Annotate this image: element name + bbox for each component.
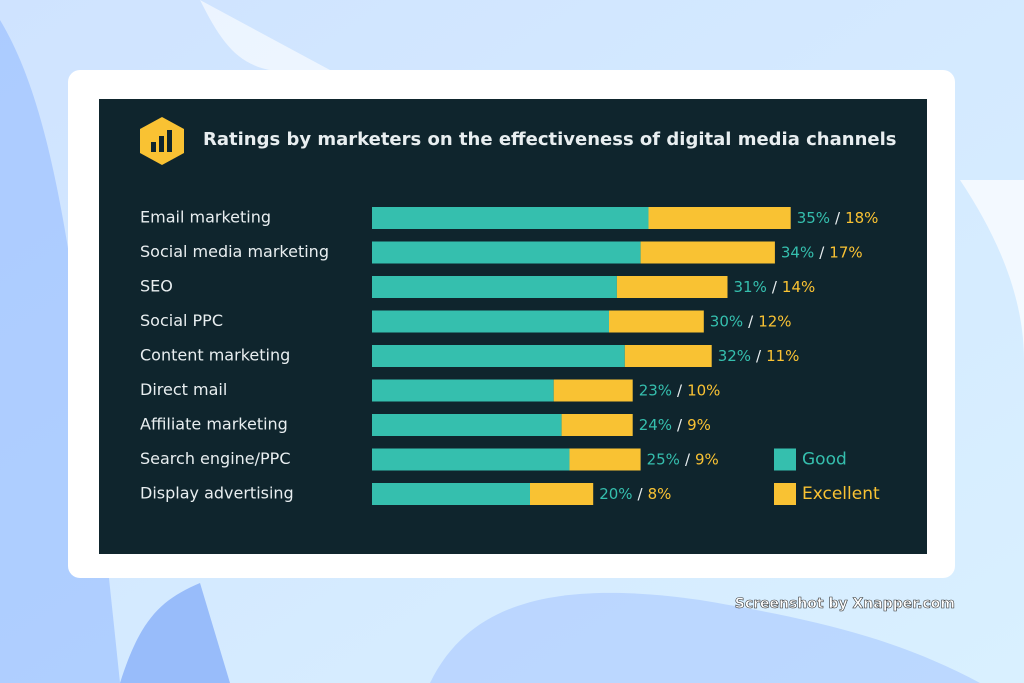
separator: / (819, 243, 825, 261)
value-label: 34% /17% (781, 243, 863, 261)
value-label: 14% (782, 278, 815, 296)
separator: / (772, 278, 778, 296)
category-label: Search engine/PPC (140, 449, 290, 468)
value-label: 9% (695, 450, 719, 468)
bar-segment (530, 483, 594, 505)
legend-label: Good (802, 450, 847, 470)
bar-segment (616, 276, 728, 298)
value-label: 9% (687, 416, 711, 434)
separator: / (685, 450, 691, 468)
category-label: Display advertising (140, 484, 294, 503)
icon-bar (159, 136, 164, 152)
bar-segment (372, 345, 625, 367)
category-label: Social media marketing (140, 242, 329, 261)
value-label: 12% (758, 312, 791, 330)
value-label: 30% /12% (710, 312, 792, 330)
value-label: 35% /18% (797, 209, 879, 227)
value-label: 25% (647, 450, 680, 468)
value-label: 18% (845, 209, 878, 227)
value-label: 32% (718, 347, 751, 365)
category-label: Social PPC (140, 311, 223, 330)
value-label: 17% (829, 243, 862, 261)
bar-segment (372, 310, 609, 333)
bg-shape (430, 592, 980, 683)
value-label: 23% /10% (639, 381, 721, 399)
bg-shape (200, 0, 330, 73)
bar-segment (624, 345, 712, 367)
bg-shape (960, 180, 1024, 360)
value-label: 31% /14% (734, 278, 816, 296)
bar-segment (372, 414, 562, 436)
bar-segment (561, 414, 633, 436)
bar-segment (553, 379, 633, 402)
category-label: Affiliate marketing (140, 415, 288, 434)
bar-segment (372, 448, 570, 471)
category-label: Content marketing (140, 346, 290, 365)
bar-segment (609, 310, 704, 333)
separator: / (638, 485, 644, 503)
value-label: 20% (599, 485, 632, 503)
value-label: 24% /9% (639, 416, 711, 434)
value-label: 34% (781, 243, 814, 261)
bar-segment (372, 276, 617, 298)
separator: / (677, 381, 683, 399)
value-label: 32% /11% (718, 347, 800, 365)
separator: / (756, 347, 762, 365)
value-label: 23% (639, 381, 672, 399)
legend-label: Excellent (802, 484, 880, 504)
bar-segment (569, 448, 641, 471)
legend-swatch (774, 448, 796, 471)
value-label: 20% /8% (599, 485, 671, 503)
bg-shape (120, 583, 230, 683)
bar-segment (372, 207, 649, 229)
bar-segment (648, 207, 791, 229)
icon-bar (167, 130, 172, 152)
category-label: SEO (140, 277, 173, 296)
bar-segment (372, 241, 641, 264)
value-label: 10% (687, 381, 720, 399)
separator: / (748, 312, 754, 330)
separator: / (835, 209, 841, 227)
bar-segment (372, 483, 530, 505)
legend-swatch (774, 483, 796, 505)
watermark: Screenshot by Xnapper.com (735, 596, 955, 612)
category-label: Direct mail (140, 380, 227, 399)
value-label: 35% (797, 209, 830, 227)
chart-title: Ratings by marketers on the effectivenes… (203, 129, 896, 150)
value-label: 8% (648, 485, 672, 503)
category-label: Email marketing (140, 208, 271, 227)
value-label: 11% (766, 347, 799, 365)
icon-bar (151, 142, 156, 152)
value-label: 31% (734, 278, 767, 296)
bar-segment (372, 379, 554, 402)
bar-segment (640, 241, 775, 264)
value-label: 24% (639, 416, 672, 434)
separator: / (677, 416, 683, 434)
value-label: 25% /9% (647, 450, 719, 468)
value-label: 30% (710, 312, 743, 330)
